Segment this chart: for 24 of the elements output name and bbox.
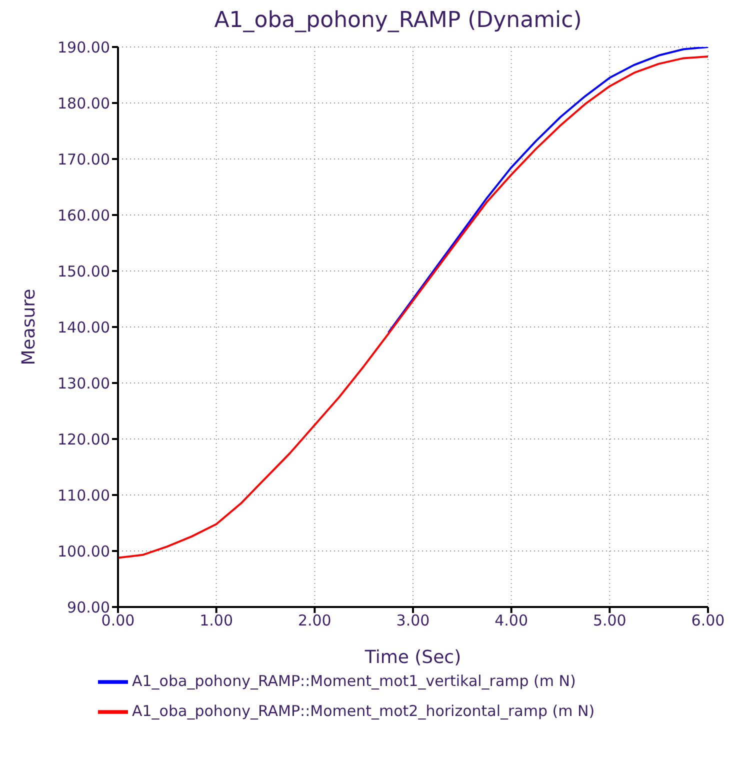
- y-tick-label: 100.00: [58, 542, 110, 560]
- x-axis-title: Time (Sec): [364, 647, 462, 668]
- y-tick-label: 130.00: [58, 374, 110, 392]
- x-tick-label: 2.00: [298, 612, 332, 630]
- x-tick-label: 4.00: [494, 612, 528, 630]
- x-tick-label: 3.00: [396, 612, 430, 630]
- y-tick-label: 140.00: [58, 318, 110, 336]
- y-tick-label: 180.00: [58, 94, 110, 112]
- legend-label: A1_oba_pohony_RAMP::Moment_mot1_vertikal_ramp (m N): [132, 672, 576, 690]
- x-tick-label: 1.00: [200, 612, 234, 630]
- legend-label: A1_oba_pohony_RAMP::Moment_mot2_horizontal_ramp (m N): [132, 702, 595, 720]
- y-tick-label: 150.00: [58, 262, 110, 280]
- line-series: [118, 56, 708, 559]
- y-tick-label: 190.00: [58, 38, 110, 56]
- x-tick-label: 6.00: [691, 612, 725, 630]
- x-tick-label: 0.00: [101, 612, 135, 630]
- y-tick-label: 110.00: [58, 486, 110, 504]
- y-tick-label: 170.00: [58, 150, 110, 168]
- x-tick-label: 5.00: [592, 612, 626, 630]
- y-tick-label: 160.00: [58, 206, 110, 224]
- line-series: [387, 47, 708, 334]
- chart-title: A1_oba_pohony_RAMP (Dynamic): [213, 8, 583, 33]
- y-axis-title: Measure: [18, 288, 40, 366]
- y-tick-label: 120.00: [58, 430, 110, 448]
